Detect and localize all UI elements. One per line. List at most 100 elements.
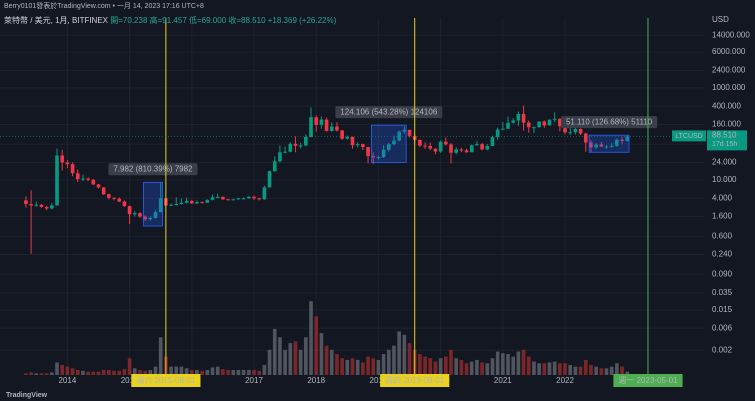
candle-body	[350, 136, 355, 146]
candle-body	[423, 145, 427, 147]
volume-bar	[532, 361, 536, 375]
candle-body	[355, 144, 360, 146]
marker-label: 週六 2015-08-01	[136, 375, 196, 385]
candle-body	[184, 200, 189, 203]
volume-bar	[376, 359, 381, 375]
candle-body	[371, 156, 376, 158]
volume-bar	[433, 361, 438, 375]
volume-bar	[526, 356, 531, 375]
volume-bar	[55, 362, 59, 375]
marker-label-bg	[613, 374, 683, 387]
volume-bar	[392, 345, 396, 375]
candle-body	[589, 142, 593, 148]
price-tag: 88.510	[712, 130, 737, 139]
volume-bar	[174, 366, 179, 375]
candle-body	[29, 204, 33, 206]
volume-bar	[319, 333, 324, 375]
candle-body	[542, 121, 547, 126]
marker-label: 週一 2023-05-01	[618, 376, 678, 385]
symbol: 萊特幣 / 美元, 1月, BITFINEX	[4, 15, 109, 25]
candle-body	[438, 141, 443, 152]
candle-body	[537, 121, 541, 128]
volume-bar	[132, 368, 137, 375]
volume-bar	[117, 370, 122, 375]
volume-bar	[345, 359, 350, 375]
y-tick-label: 400.000	[712, 101, 741, 110]
volume-bar	[247, 369, 251, 375]
candle-body	[252, 196, 256, 199]
candle-body	[205, 199, 210, 203]
candle-body	[221, 196, 225, 200]
volume-bar	[293, 341, 298, 375]
candle-body	[86, 178, 90, 180]
candle-body	[189, 200, 194, 204]
volume-bar	[516, 351, 521, 375]
volume-bar	[169, 366, 173, 375]
y-tick-label: 0.240	[712, 250, 733, 259]
x-tick-label: 2021	[494, 376, 512, 385]
volume-bar	[381, 354, 386, 375]
candle-body	[101, 187, 106, 195]
volume-bar	[418, 354, 422, 375]
volume-bar	[542, 363, 547, 375]
volume-bar	[272, 328, 277, 375]
candle-body	[236, 198, 241, 200]
volume-bar	[547, 362, 552, 375]
candle-body	[386, 144, 391, 150]
candle-body	[112, 197, 116, 199]
volume-bar	[267, 349, 272, 375]
volume-bar	[107, 369, 111, 375]
volume-bar	[371, 358, 376, 375]
candle-body	[60, 155, 65, 163]
volume-bar	[625, 371, 630, 375]
volume-bar	[609, 366, 614, 375]
volume-bar	[480, 362, 484, 375]
measure-box	[588, 134, 630, 153]
volume-bar	[464, 363, 469, 375]
y-tick-label: 1.600	[712, 212, 733, 221]
candle-body	[293, 143, 298, 146]
candle-body	[526, 122, 531, 128]
volume-bar	[153, 366, 158, 375]
volume-bar	[179, 366, 184, 375]
candle-body	[195, 202, 199, 204]
candle-body	[241, 198, 246, 200]
volume-bar	[361, 362, 365, 375]
candle-body	[573, 129, 578, 133]
y-tick-label: 14000.000	[712, 30, 750, 39]
volume-bar	[39, 373, 44, 375]
candle-body	[620, 139, 624, 142]
candle-body	[117, 198, 122, 202]
candle-body	[335, 126, 339, 131]
volume-bar	[215, 366, 220, 375]
symbol-tag-bg	[672, 130, 706, 142]
candle-body	[143, 216, 147, 220]
candle-body	[345, 136, 350, 139]
volume-bar	[189, 369, 194, 375]
candle-body	[226, 199, 230, 201]
candle-body	[288, 143, 293, 152]
candle-body	[91, 179, 96, 185]
candle-body	[319, 119, 324, 125]
candle-body	[516, 113, 521, 121]
volume-bar	[402, 334, 407, 375]
volume-bar	[537, 363, 541, 375]
candle-body	[376, 157, 381, 159]
measure-label: 7.982 (810.39%) 7982	[113, 164, 193, 173]
volume-bar	[578, 366, 583, 375]
y-tick-label: 2400.000	[712, 66, 746, 75]
candle-body	[361, 144, 365, 148]
candle-body	[547, 119, 552, 126]
candle-body	[65, 162, 70, 165]
candle-body	[449, 144, 453, 153]
volume-bar	[501, 353, 505, 375]
volume-bar	[309, 301, 313, 375]
volume-bar	[278, 337, 282, 375]
candle-body	[215, 196, 220, 198]
volume-bar	[283, 349, 287, 375]
candle-body	[272, 161, 277, 172]
volume-bar	[475, 359, 479, 375]
volume-bar	[226, 369, 230, 375]
measure-label: 51.110 (126.68%) 51110	[566, 117, 653, 126]
